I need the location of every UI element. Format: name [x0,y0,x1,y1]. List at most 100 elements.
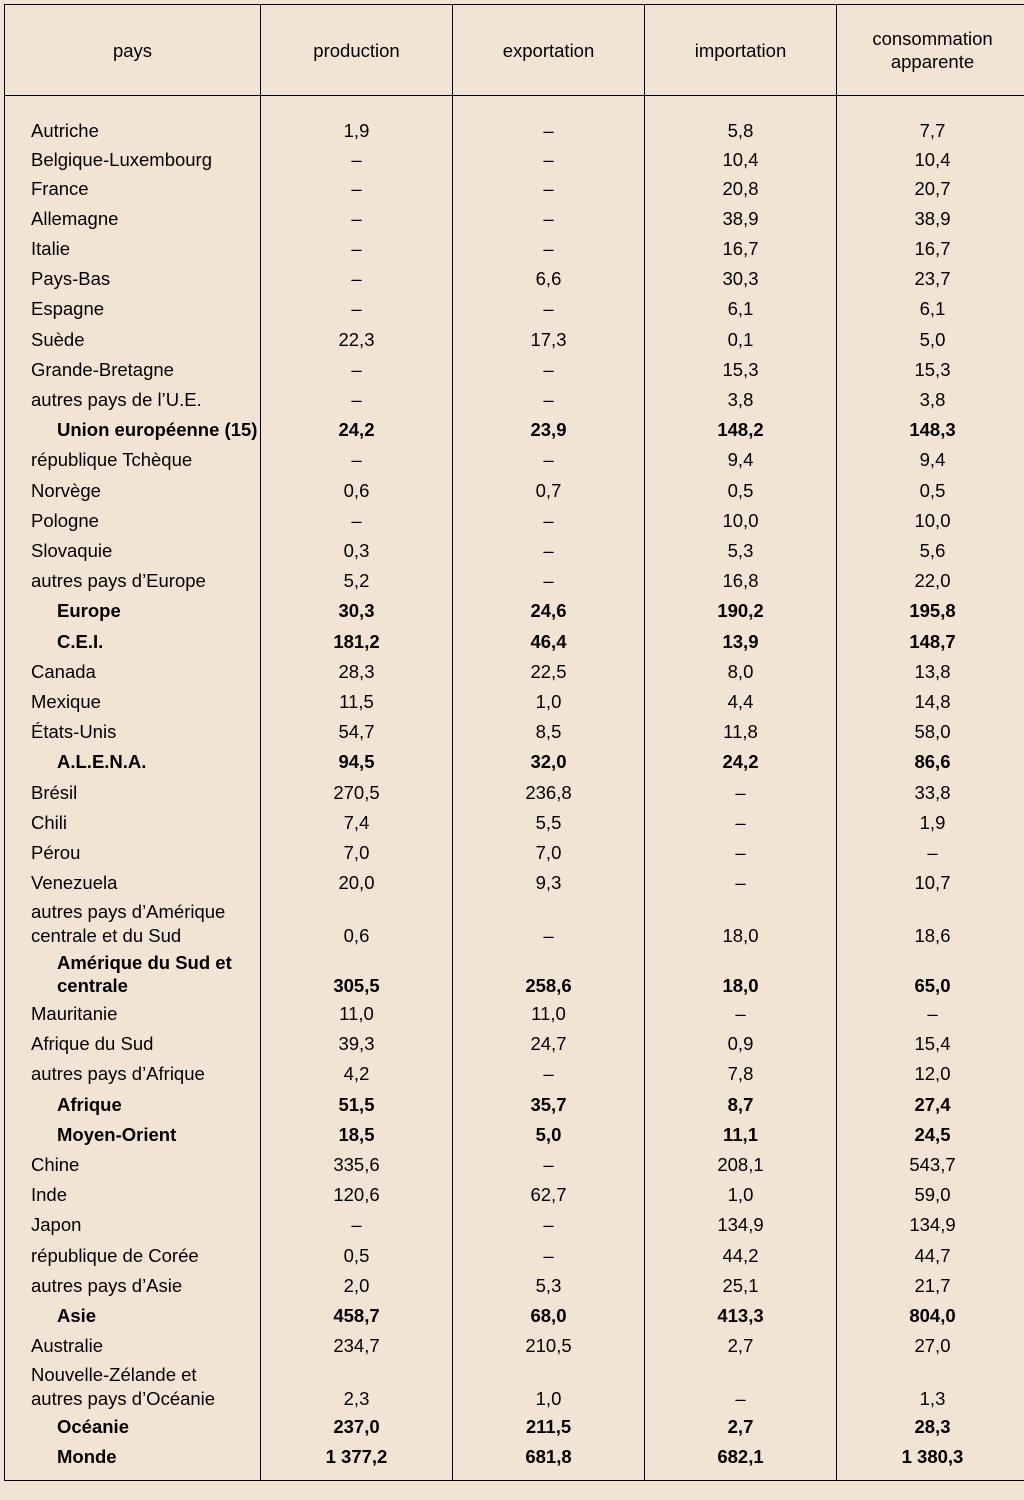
cell-value: 21,7 [837,1271,1024,1301]
cell-value: 234,7 [261,1331,453,1361]
table-row: Pologne––10,010,0 [5,506,1024,536]
cell-value: 0,5 [645,476,837,506]
cell-value: 258,6 [453,949,645,999]
cell-pays: Brésil [5,778,261,808]
cell-value: – [453,1150,645,1180]
cell-value: 148,7 [837,627,1024,657]
cell-value: 1,3 [837,1361,1024,1411]
cell-value: – [645,778,837,808]
cell-value: 6,1 [837,294,1024,324]
cell-value: – [645,808,837,838]
cell-pays: Océanie [5,1412,261,1442]
cell-value: – [261,146,453,173]
cell-value: 6,1 [645,294,837,324]
cell-value: 38,9 [645,204,837,234]
cell-value: 195,8 [837,596,1024,626]
cell-value: 30,3 [261,596,453,626]
cell-value: 20,7 [837,174,1024,204]
cell-value: 9,4 [645,445,837,475]
cell-value: 10,4 [837,146,1024,173]
cell-value: 1,0 [453,687,645,717]
cell-value: 1 377,2 [261,1442,453,1481]
cell-value: – [453,536,645,566]
cell-value: 18,6 [837,898,1024,948]
cell-value: 11,8 [645,717,837,747]
cell-value: 682,1 [645,1442,837,1481]
table-row: Japon––134,9134,9 [5,1210,1024,1240]
cell-value: – [261,234,453,264]
cell-pays: Venezuela [5,868,261,898]
cell-value: 39,3 [261,1029,453,1059]
table-row: Chine335,6–208,1543,7 [5,1150,1024,1180]
cell-value: 10,0 [837,506,1024,536]
cell-value: 15,3 [645,355,837,385]
cell-value: 5,8 [645,116,837,146]
cell-pays: Pérou [5,838,261,868]
cell-value: 11,0 [261,999,453,1029]
cell-value: 23,7 [837,264,1024,294]
cell-value: 804,0 [837,1301,1024,1331]
cell-value: – [453,506,645,536]
cell-value: 17,3 [453,325,645,355]
table-row: Pays-Bas–6,630,323,7 [5,264,1024,294]
cell-value: 9,3 [453,868,645,898]
table-row: Océanie237,0211,52,728,3 [5,1412,1024,1442]
table-row: C.E.I.181,246,413,9148,7 [5,627,1024,657]
cell-value: 32,0 [453,747,645,777]
col-header-pays: pays [5,5,261,96]
cell-value: 7,8 [645,1059,837,1089]
col-header-exportation: exportation [453,5,645,96]
cell-value: 30,3 [645,264,837,294]
cell-pays: Nouvelle-Zélande et autres pays d’Océani… [5,1361,261,1411]
table-row: Amérique du Sud et centrale305,5258,618,… [5,949,1024,999]
cell-value: 681,8 [453,1442,645,1481]
cell-value: 5,0 [837,325,1024,355]
cell-pays: Autriche [5,116,261,146]
cell-value: – [261,174,453,204]
table-row: Autriche1,9–5,87,7 [5,116,1024,146]
cell-value: 33,8 [837,778,1024,808]
cell-value: 24,5 [837,1120,1024,1150]
cell-value: 148,2 [645,415,837,445]
cell-value: 120,6 [261,1180,453,1210]
cell-pays: république de Corée [5,1241,261,1271]
table-row: Monde1 377,2681,8682,11 380,3 [5,1442,1024,1481]
cell-value: 4,2 [261,1059,453,1089]
table-row: Australie234,7210,52,727,0 [5,1331,1024,1361]
cell-value: 1,0 [645,1180,837,1210]
cell-value: 6,6 [453,264,645,294]
cell-value: – [261,264,453,294]
cell-value: 236,8 [453,778,645,808]
cell-pays: autres pays de l’U.E. [5,385,261,415]
cell-pays: autres pays d’Asie [5,1271,261,1301]
cell-value: 0,3 [261,536,453,566]
cell-value: 8,7 [645,1090,837,1120]
cell-value: 12,0 [837,1059,1024,1089]
cell-pays: Pays-Bas [5,264,261,294]
table-container: pays production exportation importation … [0,0,1024,1485]
cell-pays: Canada [5,657,261,687]
cell-value: 24,2 [261,415,453,445]
table-row: république Tchèque––9,49,4 [5,445,1024,475]
cell-value: 15,3 [837,355,1024,385]
cell-value: 5,3 [645,536,837,566]
cell-value: – [261,445,453,475]
table-row: autres pays d’Europe5,2–16,822,0 [5,566,1024,596]
cell-value: – [453,116,645,146]
cell-value: 7,4 [261,808,453,838]
col-header-consommation: consommation apparente [837,5,1024,96]
cell-value: 86,6 [837,747,1024,777]
cell-value: – [453,1241,645,1271]
cell-value: 44,7 [837,1241,1024,1271]
table-body: Autriche1,9–5,87,7Belgique-Luxembourg––1… [5,96,1024,1481]
cell-value: 1,0 [453,1361,645,1411]
table-row: Canada28,322,58,013,8 [5,657,1024,687]
table-row: autres pays de l’U.E.––3,83,8 [5,385,1024,415]
cell-value: – [453,566,645,596]
cell-value: 7,0 [261,838,453,868]
cell-value: 237,0 [261,1412,453,1442]
cell-value: 10,0 [645,506,837,536]
cell-value: – [837,838,1024,868]
cell-pays: Allemagne [5,204,261,234]
cell-value: 10,7 [837,868,1024,898]
